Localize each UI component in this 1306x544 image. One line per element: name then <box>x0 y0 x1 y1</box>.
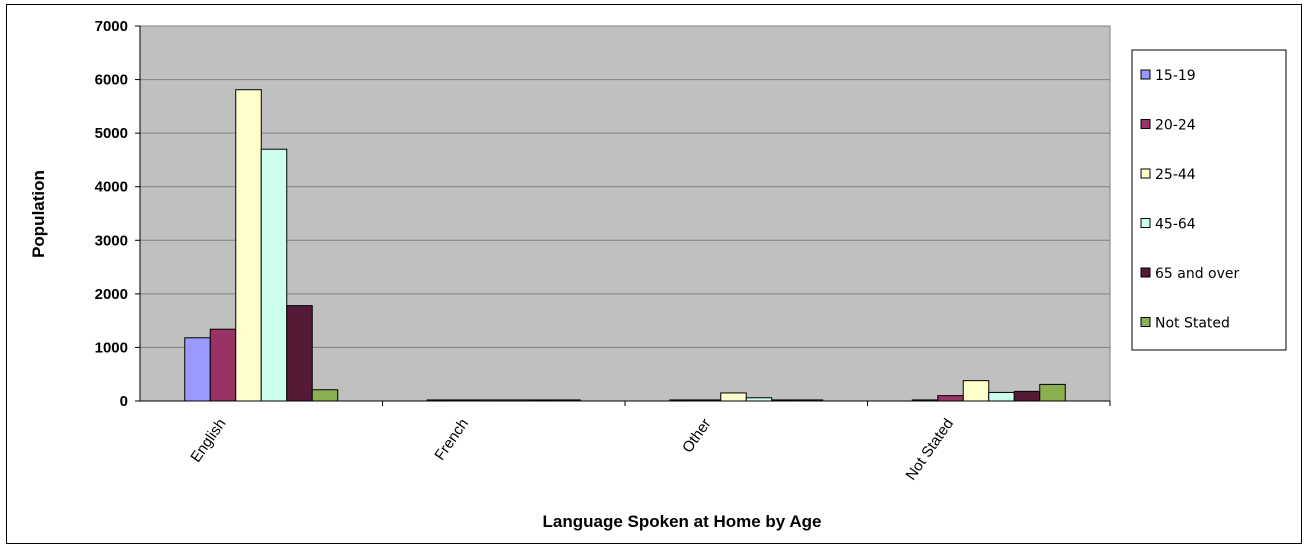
legend-label: 25-44 <box>1155 167 1196 183</box>
bar-15-19-english <box>184 337 211 402</box>
y-tick-label: 2000 <box>95 286 128 303</box>
bar-25-44-not-stated <box>962 380 990 402</box>
bar-25-44-other <box>720 392 747 402</box>
y-tick-label: 1000 <box>95 339 128 356</box>
bar-25-44-english <box>235 89 262 402</box>
y-tick-label: 3000 <box>95 232 128 249</box>
legend-swatch <box>1140 69 1151 80</box>
bar-chart: 0 1000 2000 3000 4000 5000 6000 7000 English Fre… <box>29 18 1287 531</box>
bar-65-and-over-not-stated <box>1013 390 1041 402</box>
x-tick-label: Not Stated <box>902 416 957 484</box>
legend-label: 65 and over <box>1155 266 1240 282</box>
y-tick-label: 4000 <box>95 179 128 196</box>
gridlines <box>140 25 1110 348</box>
legend-label: 20-24 <box>1155 118 1196 134</box>
bar-not-stated-not-stated <box>1039 383 1066 402</box>
y-axis-ticks: 0 1000 2000 3000 4000 5000 6000 7000 <box>95 18 1110 410</box>
legend-label: Not Stated <box>1155 316 1230 332</box>
legend-swatch <box>1140 119 1151 129</box>
y-tick-label: 5000 <box>95 125 128 142</box>
x-axis-title: Language Spoken at Home by Age <box>543 512 822 531</box>
bar-20-24-english <box>209 328 237 402</box>
x-tick-label: French <box>431 416 472 464</box>
x-tick-label: English <box>187 416 229 466</box>
legend-swatch <box>1140 168 1151 179</box>
x-tick-label: Other <box>679 416 714 456</box>
y-tick-label: 7000 <box>95 18 128 35</box>
bar-65-and-over-english <box>286 305 313 402</box>
legend-swatch <box>1140 218 1151 228</box>
legend-label: 45-64 <box>1155 217 1196 233</box>
y-tick-label: 6000 <box>95 72 128 89</box>
bar-not-stated-english <box>311 389 339 402</box>
y-tick-label: 0 <box>120 393 128 410</box>
bars <box>184 89 1066 402</box>
y-axis-title: Population <box>29 170 48 258</box>
x-axis-ticks: English French Other Not Stated <box>187 401 1111 484</box>
legend: 15-19 20-24 25-44 45-64 65 and over Not State… <box>1131 49 1287 351</box>
legend-label: 15-19 <box>1155 68 1196 84</box>
legend-box <box>1131 49 1287 351</box>
legend-swatch <box>1140 267 1151 278</box>
bar-45-64-english <box>260 148 288 402</box>
legend-swatch <box>1140 317 1151 327</box>
bar-45-64-not-stated <box>988 391 1015 402</box>
bar-20-24-not-stated <box>937 395 964 402</box>
